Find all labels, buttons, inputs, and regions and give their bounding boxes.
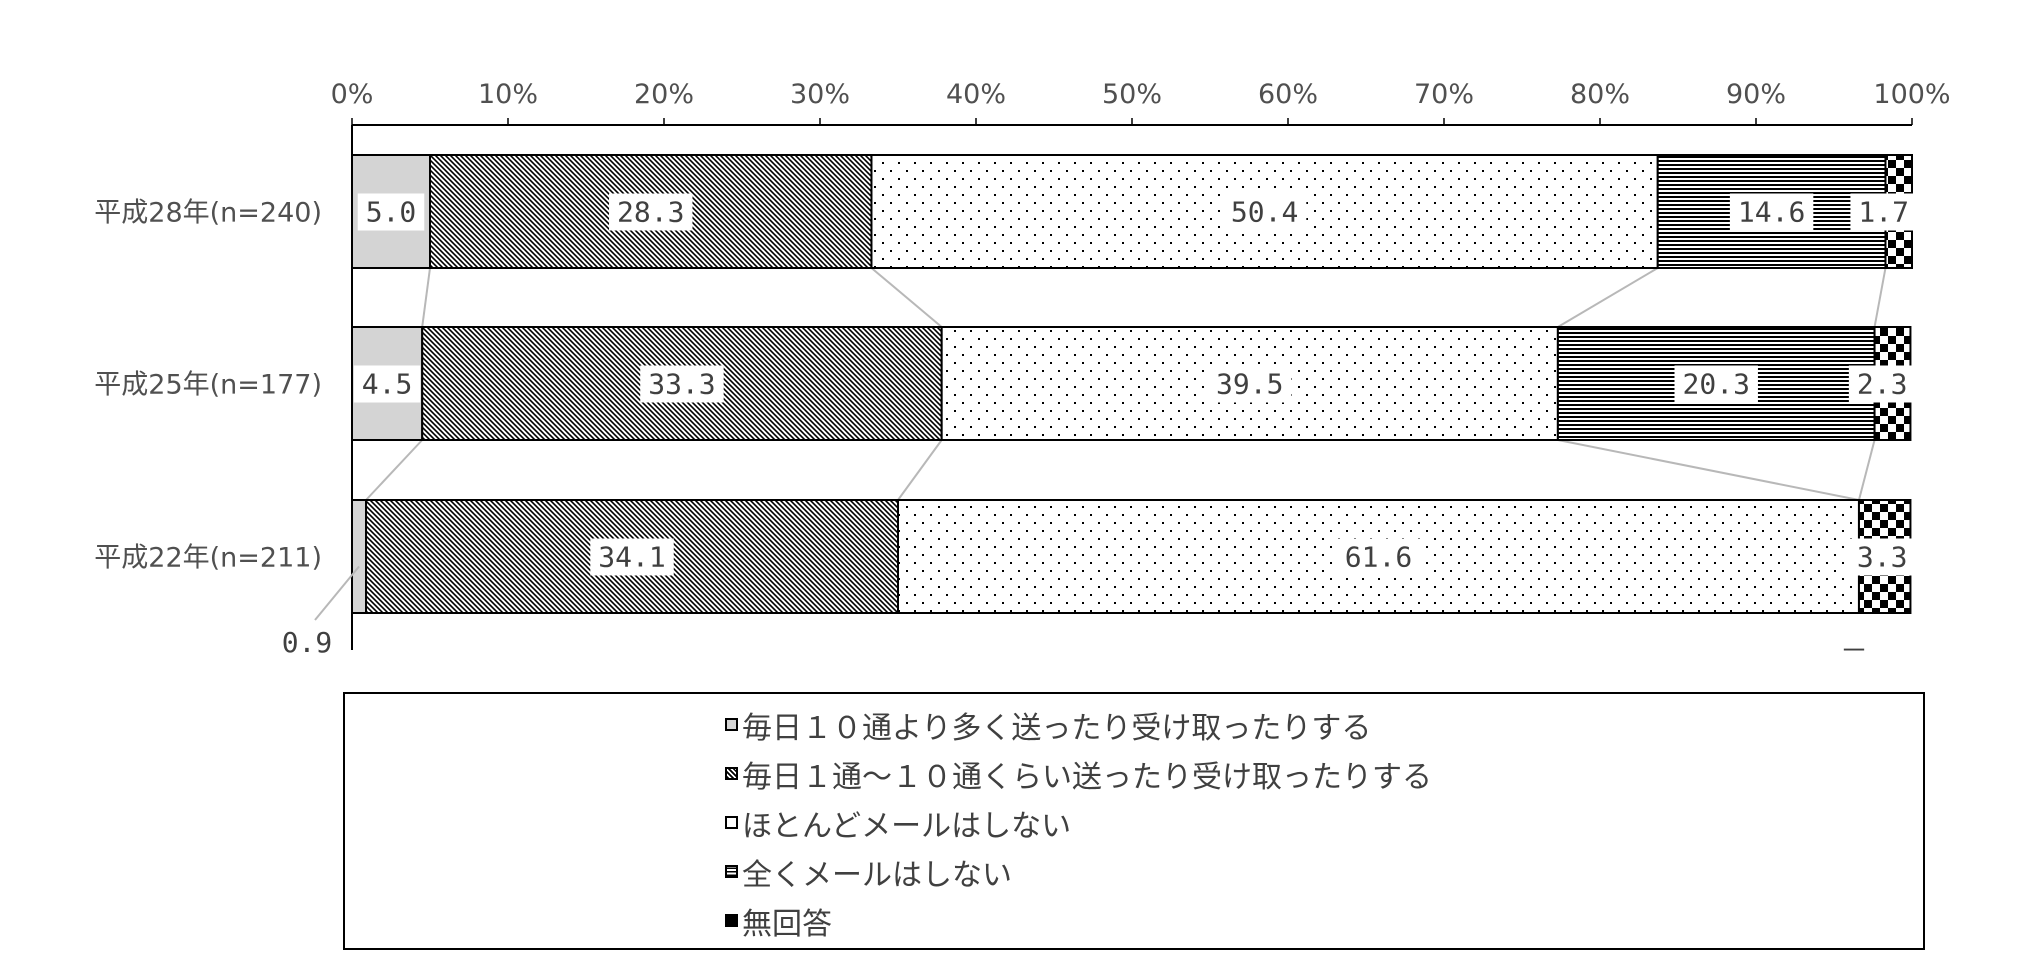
data-label-background <box>353 365 421 403</box>
axes-group: 0% 10% 20% 30% 40% 50% 60% 70% 80% 90% 100% 平成28年(n… <box>94 79 1951 650</box>
x-tick-label: 30% <box>790 79 850 110</box>
data-label-background <box>1848 538 1916 576</box>
legend-swatch <box>725 718 738 731</box>
legend-swatch <box>725 816 738 829</box>
data-label: 20.3 <box>1683 368 1750 401</box>
legend-label: 無回答 <box>742 906 832 942</box>
data-label: 1.7 <box>1858 196 1909 229</box>
data-label-background <box>1674 365 1758 403</box>
data-label-background <box>590 538 674 576</box>
data-label: － <box>1840 634 1868 667</box>
series-connector-line <box>1857 439 1876 501</box>
category-label: 平成25年(n=177) <box>94 370 322 401</box>
data-label: 34.1 <box>598 541 665 574</box>
data-label: 61.6 <box>1345 541 1412 574</box>
data-label: 3.3 <box>1857 541 1908 574</box>
x-tick-label: 10% <box>478 79 538 110</box>
data-label: 33.3 <box>648 368 715 401</box>
x-tick-label: 90% <box>1726 79 1786 110</box>
legend-label: ほとんどメールはしない <box>742 808 1072 844</box>
data-label: 50.4 <box>1231 196 1298 229</box>
x-tick-label: 0% <box>331 79 374 110</box>
legend-label: 毎日１通～１０通くらい送ったり受け取ったりする <box>742 759 1432 795</box>
data-label-background <box>1729 193 1814 231</box>
category-label: 平成28年(n=240) <box>94 198 322 229</box>
legend-item: ほとんどメールはしない <box>725 798 1432 847</box>
data-label-background <box>1848 365 1916 403</box>
series-connector-line <box>1873 267 1887 328</box>
category-label: 平成22年(n=211) <box>94 543 322 574</box>
data-label-background <box>1336 538 1421 576</box>
x-tick-label: 100% <box>1873 79 1950 110</box>
data-label-background <box>357 193 425 231</box>
legend-items: 毎日１０通より多く送ったり受け取ったりする毎日１通～１０通くらい送ったり受け取っ… <box>725 700 1432 945</box>
x-tick-label: 40% <box>946 79 1006 110</box>
legend-label: 全くメールはしない <box>742 857 1012 893</box>
data-label: 28.3 <box>617 196 684 229</box>
data-label-background <box>609 193 693 231</box>
bar-segment <box>351 499 368 614</box>
legend-swatch <box>725 767 738 780</box>
x-tick-label: 60% <box>1258 79 1318 110</box>
series-connector-line <box>365 439 423 501</box>
series-connector-line <box>897 439 943 501</box>
x-tick-label: 80% <box>1570 79 1630 110</box>
data-label: 4.5 <box>362 368 413 401</box>
data-label-background <box>1222 193 1307 231</box>
data-label-background <box>640 365 724 403</box>
bars-group <box>351 154 1913 614</box>
data-label-leader-line <box>314 565 360 621</box>
series-connector-line <box>421 267 431 328</box>
data-labels-group: 5.0 4.5 0.9 28.3 33.3 34.1 50.4 39.5 61.6 14.6 20.… <box>282 193 1917 667</box>
x-tick-label: 70% <box>1414 79 1474 110</box>
series-connector-line <box>1557 267 1659 328</box>
data-label: 39.5 <box>1216 368 1283 401</box>
data-label: 0.9 <box>282 626 333 659</box>
series-connector-line <box>1557 439 1860 501</box>
data-label-background <box>1850 193 1917 231</box>
connector-lines <box>365 267 1887 501</box>
legend-item: 毎日１０通より多く送ったり受け取ったりする <box>725 700 1432 749</box>
legend: 毎日１０通より多く送ったり受け取ったりする毎日１通～１０通くらい送ったり受け取っ… <box>343 692 1925 950</box>
legend-item: 無回答 <box>725 896 1432 945</box>
legend-item: 全くメールはしない <box>725 847 1432 896</box>
legend-swatch <box>725 865 738 878</box>
data-label-background <box>1208 365 1292 403</box>
bar-segment <box>870 154 1659 269</box>
legend-swatch <box>725 914 738 927</box>
legend-label: 毎日１０通より多く送ったり受け取ったりする <box>742 710 1372 746</box>
series-connector-line <box>870 267 943 328</box>
x-tick-label: 20% <box>634 79 694 110</box>
data-label: 5.0 <box>366 196 417 229</box>
data-label: 2.3 <box>1857 368 1908 401</box>
x-tick-label: 50% <box>1102 79 1162 110</box>
legend-item: 毎日１通～１０通くらい送ったり受け取ったりする <box>725 749 1432 798</box>
data-label: 14.6 <box>1738 196 1805 229</box>
